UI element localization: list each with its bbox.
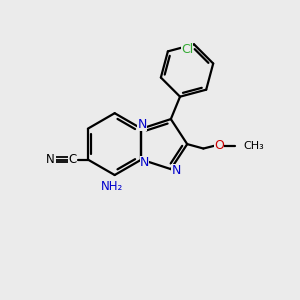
Text: N: N bbox=[46, 153, 55, 166]
Text: Cl: Cl bbox=[181, 44, 194, 56]
Text: N: N bbox=[140, 156, 149, 169]
Text: CH₃: CH₃ bbox=[243, 141, 264, 151]
Text: O: O bbox=[214, 139, 224, 152]
Text: N: N bbox=[137, 118, 147, 131]
Text: NH₂: NH₂ bbox=[100, 180, 123, 193]
Text: N: N bbox=[172, 164, 181, 177]
Text: C: C bbox=[68, 153, 77, 166]
